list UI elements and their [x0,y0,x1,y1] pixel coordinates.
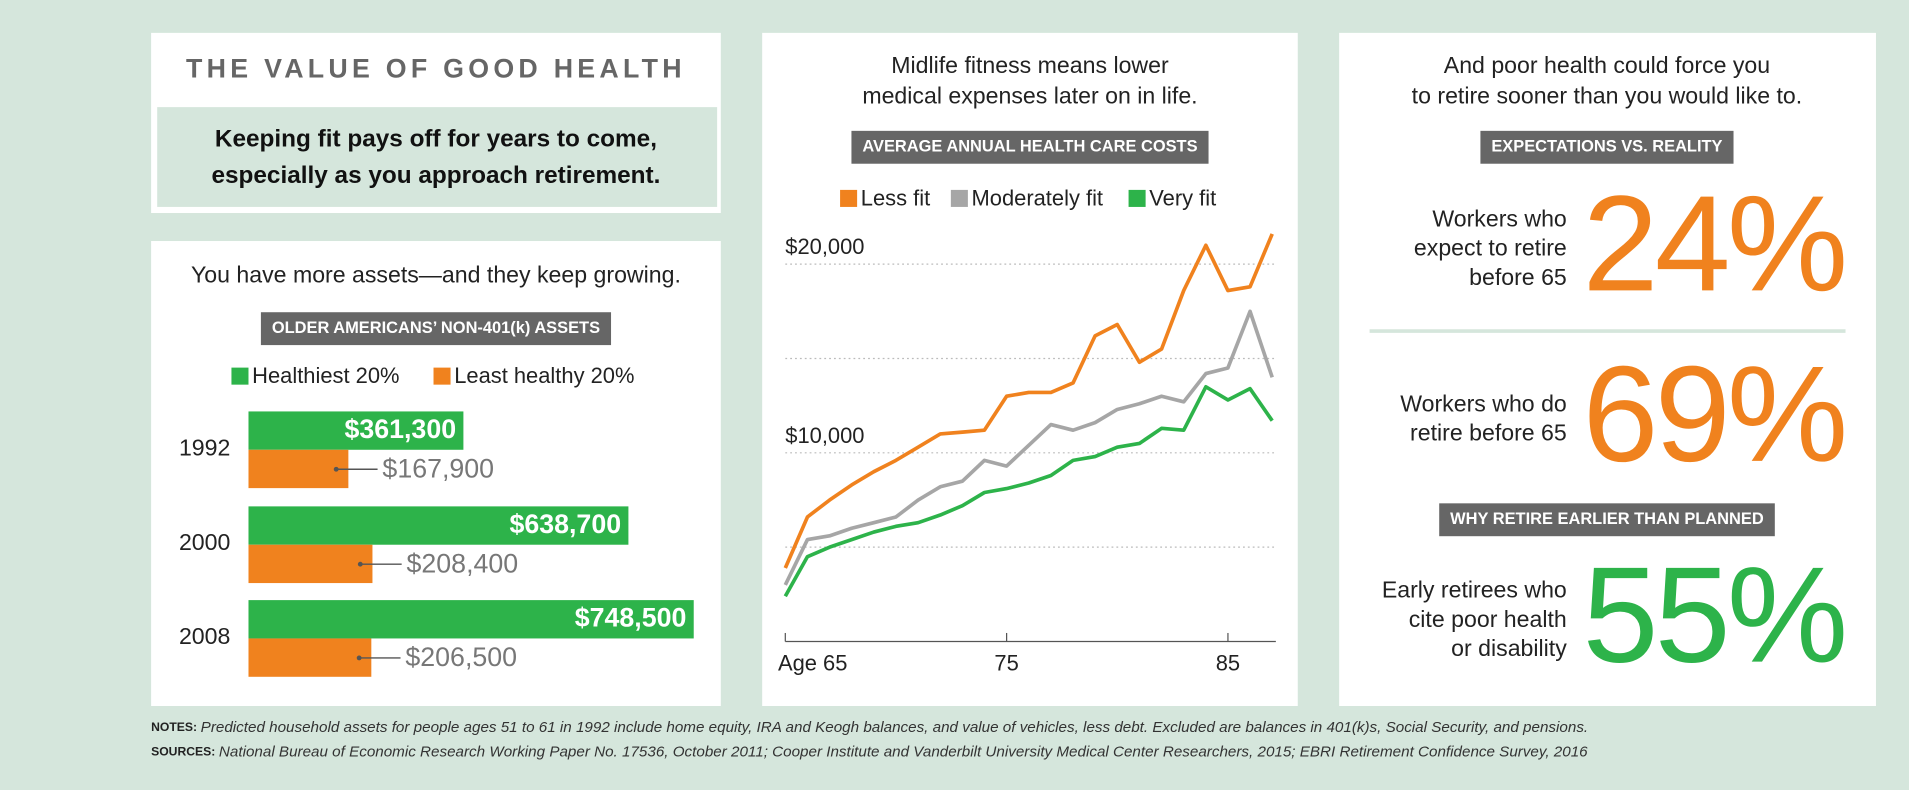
note-text: National Bureau of Economic Research Wor… [219,743,1588,760]
stat-label: before 65 [1469,264,1567,290]
value-label: $167,900 [382,454,494,484]
y-tick-label: $10,000 [785,423,864,448]
bar [248,449,349,489]
note: SOURCES: National Bureau of Economic Rese… [151,743,1588,760]
y-tick-label: $20,000 [785,234,864,259]
legend-swatch [1128,189,1146,207]
legend-label: Least healthy 20% [454,363,634,388]
bar [248,544,373,584]
legend-label: Less fit [861,185,930,210]
value-label: $208,400 [407,548,519,578]
stat-value: 24% [1583,167,1845,319]
value-label: $206,500 [405,642,517,672]
stat-label: Workers who do [1400,390,1567,416]
bar [248,638,372,677]
category-label: 2008 [179,623,230,649]
stat-value: 69% [1583,338,1845,490]
series-line [783,309,1274,586]
panel-intro: You have more assets—and they keep growi… [191,261,681,287]
legend-label: Healthiest 20% [252,363,399,388]
value-label: $748,500 [575,603,687,633]
x-tick-label: Age 65 [778,650,847,675]
x-tick-label: 85 [1216,650,1240,675]
bar [248,506,629,545]
bar [248,600,694,639]
panel-intro: medical expenses later on in life. [862,82,1197,108]
stat-label: Workers who [1432,205,1566,231]
legend-label: Very fit [1149,185,1216,210]
value-label: $638,700 [509,509,621,539]
legend-swatch [433,367,451,385]
subtitle: Keeping fit pays off for years to come, [215,125,657,152]
section-label: EXPECTATIONS VS. REALITY [1491,138,1722,156]
stat-value: 55% [1583,539,1845,691]
stat-label: cite poor health [1409,606,1567,632]
legend-swatch [840,189,858,207]
label-box [260,312,612,346]
legend-swatch [950,189,968,207]
note-label: SOURCES: [151,744,215,758]
stat-label: expect to retire [1414,235,1567,261]
category-label: 2000 [179,529,230,555]
label-box [1480,130,1734,164]
bar [248,411,464,450]
panel-intro: Midlife fitness means lower [891,52,1169,78]
page-title: THE VALUE OF GOOD HEALTH [186,54,686,84]
section-label: OLDER AMERICANS’ NON-401(k) ASSETS [272,319,600,337]
subtitle: especially as you approach retirement. [211,162,660,189]
panel-intro: to retire sooner than you would like to. [1412,82,1803,108]
note-text: Predicted household assets for people ag… [201,719,1588,736]
stat-label: retire before 65 [1410,420,1567,446]
x-tick-label: 75 [994,650,1018,675]
note: NOTES: Predicted household assets for peo… [151,719,1588,736]
label-box [1439,503,1775,537]
section-label: AVERAGE ANNUAL HEALTH CARE COSTS [862,138,1197,156]
category-label: 1992 [179,434,230,460]
stat-label: Early retirees who [1382,577,1567,603]
section-label: WHY RETIRE EARLIER THAN PLANNED [1450,510,1764,528]
legend-label: Moderately fit [972,185,1104,210]
subtitle-box [157,107,718,207]
note-label: NOTES: [151,720,197,734]
label-box [851,130,1209,164]
series-line [783,233,1274,569]
stat-label: or disability [1451,635,1567,661]
series-line [783,385,1274,598]
legend-swatch [231,367,249,385]
panel-intro: And poor health could force you [1444,52,1770,78]
value-label: $361,300 [344,414,456,444]
